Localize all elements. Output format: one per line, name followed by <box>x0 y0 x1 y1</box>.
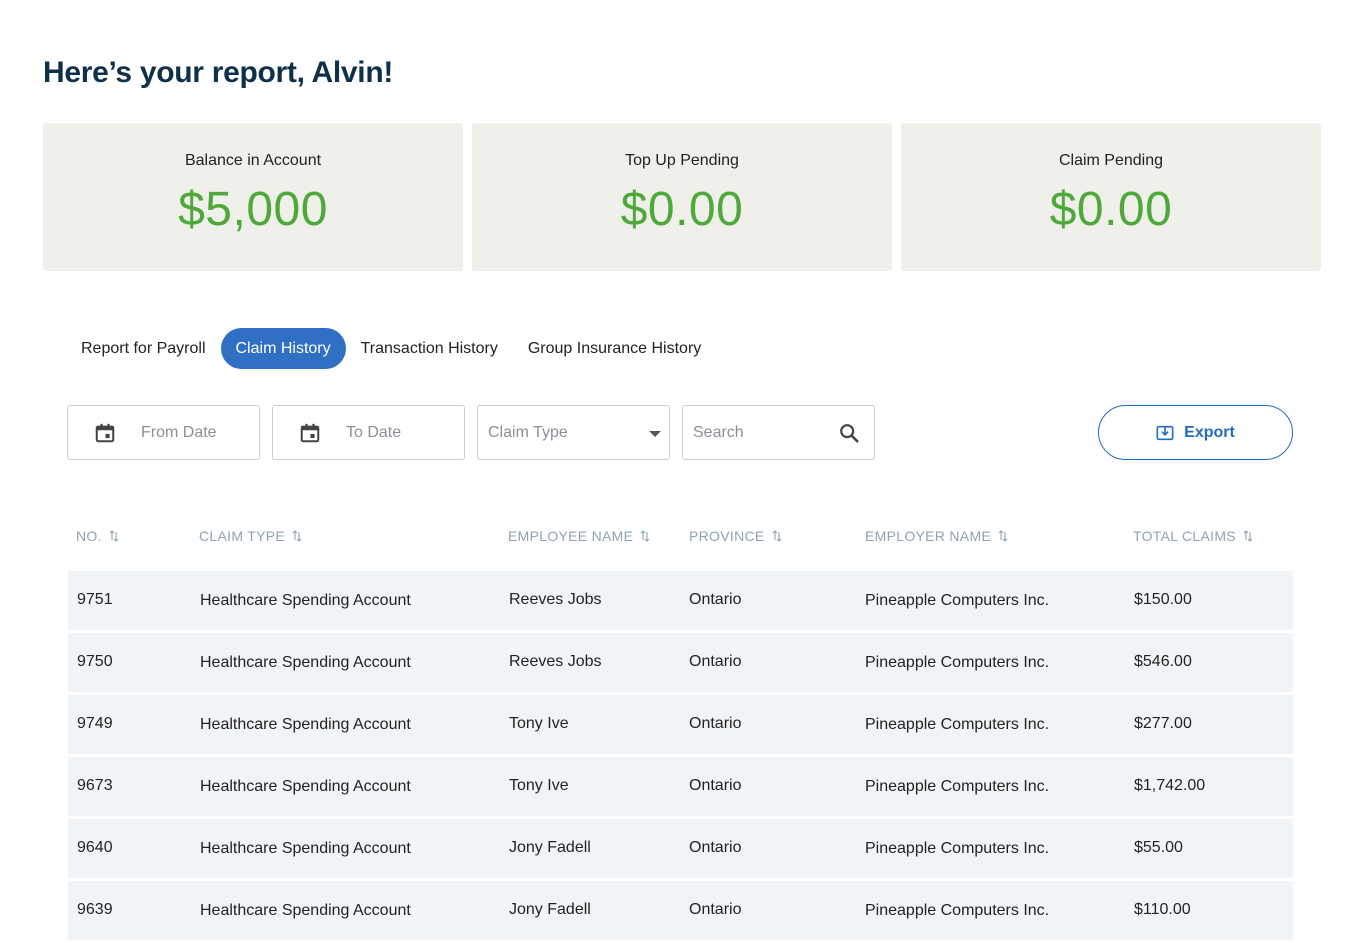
export-label: Export <box>1184 423 1235 441</box>
table-header: NO. CLAIM TYPE EMPLOYEE NAME PROVINCE EM… <box>68 528 1293 550</box>
tab-claim-history[interactable]: Claim History <box>220 328 346 369</box>
cell-employee-name: Tony Ive <box>509 715 569 732</box>
cell-no: 9751 <box>77 591 113 608</box>
filter-bar: From Date To Date Claim Type Search <box>67 405 875 460</box>
cell-total-claims: $277.00 <box>1134 715 1192 732</box>
column-header-label: EMPLOYEE NAME <box>508 528 634 544</box>
search-icon[interactable] <box>838 422 860 444</box>
cell-total-claims: $546.00 <box>1134 653 1192 670</box>
cell-no: 9749 <box>77 715 113 732</box>
cell-employer-name: Pineapple Computers Inc. <box>865 716 1050 733</box>
table-row[interactable]: 9749 Healthcare Spending Account Tony Iv… <box>68 695 1293 754</box>
table-row[interactable]: 9673 Healthcare Spending Account Tony Iv… <box>68 757 1293 816</box>
from-date-placeholder: From Date <box>141 423 217 441</box>
table-row[interactable]: 9640 Healthcare Spending Account Jony Fa… <box>68 819 1293 878</box>
cell-no: 9750 <box>77 653 113 670</box>
cell-employer-name: Pineapple Computers Inc. <box>865 654 1050 671</box>
top-up-pending-value: $0.00 <box>620 183 744 236</box>
cell-province: Ontario <box>689 715 742 732</box>
cell-province: Ontario <box>689 777 742 794</box>
cell-total-claims: $55.00 <box>1134 839 1183 856</box>
cell-claim-type: Healthcare Spending Account <box>200 778 411 795</box>
top-up-pending-label: Top Up Pending <box>625 152 739 169</box>
column-header-label: TOTAL CLAIMS <box>1133 528 1236 544</box>
cell-employer-name: Pineapple Computers Inc. <box>865 778 1050 795</box>
cell-total-claims: $150.00 <box>1134 591 1192 608</box>
summary-cards: Balance in Account $5,000 Top Up Pending… <box>43 123 1321 271</box>
report-tabs: Report for Payroll Claim History Transac… <box>66 328 716 369</box>
sort-icon <box>1243 530 1253 542</box>
claim-pending-card: Claim Pending $0.00 <box>901 123 1321 271</box>
claim-pending-value: $0.00 <box>1049 183 1173 236</box>
cell-no: 9639 <box>77 901 113 918</box>
tab-transaction-history[interactable]: Transaction History <box>360 340 498 357</box>
from-date-input[interactable]: From Date <box>67 405 260 460</box>
cell-claim-type: Healthcare Spending Account <box>200 592 411 609</box>
cell-province: Ontario <box>689 591 742 608</box>
column-header-claim-type[interactable]: CLAIM TYPE <box>199 528 302 544</box>
cell-province: Ontario <box>689 901 742 918</box>
balance-card: Balance in Account $5,000 <box>43 123 463 271</box>
search-input[interactable]: Search <box>682 405 875 460</box>
search-placeholder: Search <box>693 423 744 441</box>
cell-claim-type: Healthcare Spending Account <box>200 654 411 671</box>
column-header-employee-name[interactable]: EMPLOYEE NAME <box>508 528 650 544</box>
cell-employee-name: Reeves Jobs <box>509 591 602 608</box>
cell-employer-name: Pineapple Computers Inc. <box>865 902 1050 919</box>
table-row[interactable]: 9751 Healthcare Spending Account Reeves … <box>68 571 1293 630</box>
cell-no: 9640 <box>77 839 113 856</box>
cell-employee-name: Tony Ive <box>509 777 569 794</box>
column-header-label: EMPLOYER NAME <box>865 528 992 544</box>
cell-total-claims: $110.00 <box>1134 901 1191 918</box>
calendar-icon <box>95 423 115 443</box>
sort-icon <box>109 530 119 542</box>
column-header-label: NO. <box>76 528 102 544</box>
claim-type-placeholder: Claim Type <box>488 423 568 441</box>
calendar-icon <box>300 423 320 443</box>
export-button[interactable]: Export <box>1098 405 1293 460</box>
cell-claim-type: Healthcare Spending Account <box>200 840 411 857</box>
cell-claim-type: Healthcare Spending Account <box>200 902 411 919</box>
balance-label: Balance in Account <box>184 152 322 169</box>
sort-icon <box>292 530 302 542</box>
column-header-label: CLAIM TYPE <box>199 528 285 544</box>
table-row[interactable]: 9639 Healthcare Spending Account Jony Fa… <box>68 881 1293 940</box>
cell-province: Ontario <box>689 839 742 856</box>
top-up-pending-card: Top Up Pending $0.00 <box>472 123 892 271</box>
sort-icon <box>640 530 650 542</box>
to-date-input[interactable]: To Date <box>272 405 465 460</box>
cell-employee-name: Reeves Jobs <box>509 653 602 670</box>
cell-total-claims: $1,742.00 <box>1134 777 1206 794</box>
column-header-no[interactable]: NO. <box>76 528 119 544</box>
cell-employee-name: Jony Fadell <box>509 901 591 918</box>
sort-icon <box>998 530 1008 542</box>
to-date-placeholder: To Date <box>346 423 402 441</box>
cell-employee-name: Jony Fadell <box>509 839 591 856</box>
claims-table-body: 9751 Healthcare Spending Account Reeves … <box>68 571 1293 943</box>
download-icon <box>1156 425 1174 440</box>
cell-no: 9673 <box>77 777 113 794</box>
table-row[interactable]: 9750 Healthcare Spending Account Reeves … <box>68 633 1293 692</box>
sort-icon <box>772 530 781 542</box>
claim-type-select[interactable]: Claim Type <box>477 405 670 460</box>
column-header-province[interactable]: PROVINCE <box>689 528 782 544</box>
tab-group-insurance-history[interactable]: Group Insurance History <box>527 340 702 357</box>
column-header-employer-name[interactable]: EMPLOYER NAME <box>865 528 1008 544</box>
tab-report-for-payroll[interactable]: Report for Payroll <box>81 340 206 357</box>
column-header-total-claims[interactable]: TOTAL CLAIMS <box>1133 528 1253 544</box>
cell-province: Ontario <box>689 653 742 670</box>
cell-employer-name: Pineapple Computers Inc. <box>865 592 1050 609</box>
balance-value: $5,000 <box>178 183 328 236</box>
column-header-label: PROVINCE <box>689 528 765 544</box>
cell-employer-name: Pineapple Computers Inc. <box>865 840 1050 857</box>
page-title: Here’s your report, Alvin! <box>43 56 394 89</box>
claim-pending-label: Claim Pending <box>1058 152 1164 169</box>
cell-claim-type: Healthcare Spending Account <box>200 716 411 733</box>
caret-down-icon <box>649 431 661 437</box>
